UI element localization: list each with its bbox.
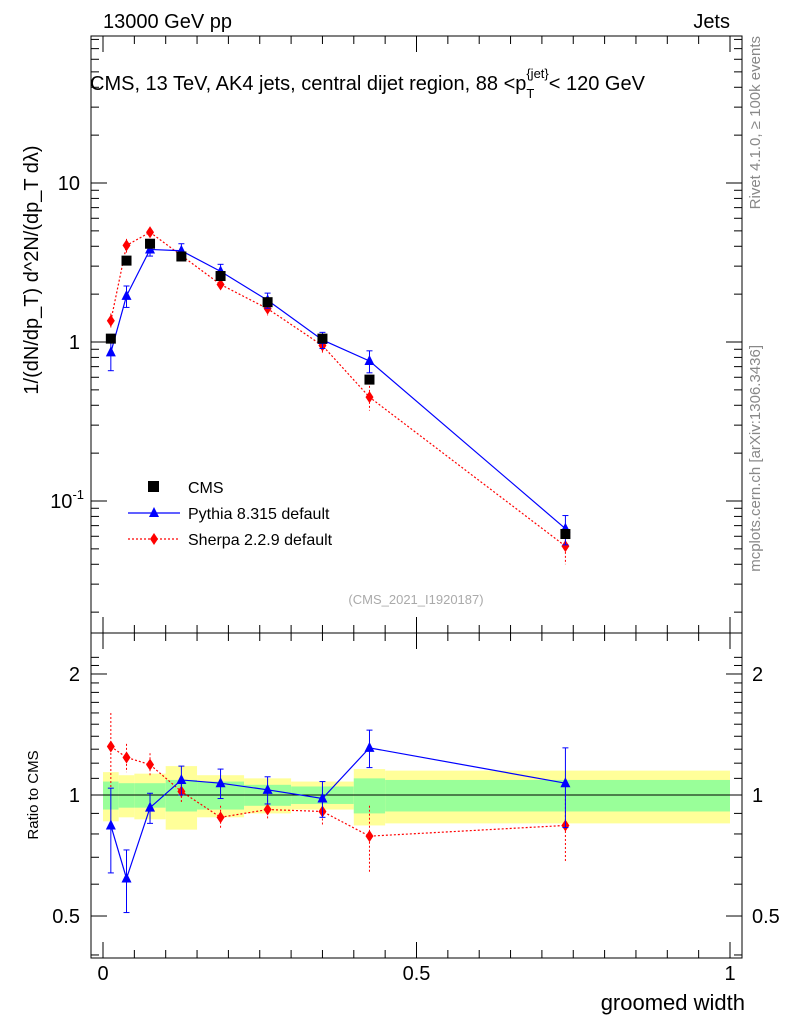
x-tick-label: 0 xyxy=(97,963,108,985)
chart-title: CMS, 13 TeV, AK4 jets, central dijet reg… xyxy=(90,66,646,101)
mcplots-label: mcplots.cern.ch [arXiv:1306.3436] xyxy=(747,345,764,572)
watermark: (CMS_2021_I1920187) xyxy=(348,592,483,607)
ratio-band-inner xyxy=(385,779,730,812)
y-tick-label: 10-1 xyxy=(50,487,84,513)
rivet-label: Rivet 4.1.0, ≥ 100k events xyxy=(747,36,764,209)
ratio-y-tick-label: 2 xyxy=(69,664,80,686)
ratio-pythia-point xyxy=(364,741,375,752)
legend-label: CMS xyxy=(188,480,224,497)
legend-pythia-marker xyxy=(149,507,159,517)
ratio-pythia-point xyxy=(145,801,156,812)
y-tick-label: 10 xyxy=(58,173,80,195)
legend-sherpa-marker xyxy=(150,533,158,545)
x-axis-label: groomed width xyxy=(601,990,745,1015)
sherpa-point xyxy=(122,239,131,252)
ratio-sherpa-point xyxy=(106,740,115,753)
y-tick-label: 1 xyxy=(69,332,80,354)
ratio-pythia-point xyxy=(215,777,226,788)
pythia-line xyxy=(110,248,566,530)
ratio-pythia-point xyxy=(121,872,132,883)
cms-point xyxy=(121,255,132,266)
legend-label: Pythia 8.315 default xyxy=(188,506,330,523)
cms-point xyxy=(317,333,328,344)
ratio-y-tick-label: 1 xyxy=(69,785,80,807)
sherpa-line xyxy=(110,231,566,547)
x-tick-label: 0.5 xyxy=(403,963,431,985)
cms-point xyxy=(105,333,116,344)
ratio-pythia-point xyxy=(560,777,571,788)
ratio-y-axis-label: Ratio to CMS xyxy=(25,750,42,839)
pythia-point xyxy=(364,354,375,365)
sherpa-point xyxy=(146,226,155,239)
cms-point xyxy=(176,251,187,262)
ratio-sherpa-point xyxy=(146,758,155,771)
sherpa-point xyxy=(106,314,115,327)
legend-label: Sherpa 2.2.9 default xyxy=(188,532,333,549)
ratio-pythia-point xyxy=(317,792,328,803)
pythia-point xyxy=(121,289,132,300)
sherpa-point xyxy=(365,391,374,404)
header-right: Jets xyxy=(693,11,730,33)
main-panel: 10-1 1 10 CMS, 13 TeV, AK4 jets, central d… xyxy=(21,35,743,634)
ratio-y-tick-label: 0.5 xyxy=(52,906,80,928)
ratio-y-tick-label-right: 2 xyxy=(752,664,763,686)
ratio-panel: 0.5 0.5 1 1 2 2 0 0.5 1 Ratio to CMS groomed wid… xyxy=(25,632,780,1015)
ratio-pythia-point xyxy=(176,773,187,784)
ratio-pythia-point xyxy=(105,819,116,830)
ratio-pythia-point xyxy=(262,783,273,794)
pythia-point xyxy=(105,346,116,357)
legend: CMS Pythia 8.315 default Sherpa 2.2.9 defa… xyxy=(128,480,333,549)
y-axis-label: 1/(dN/dp_T) d^2N/(dp_T dλ) xyxy=(21,145,43,394)
cms-point xyxy=(215,271,226,282)
cms-point xyxy=(560,529,571,540)
legend-cms-marker xyxy=(148,481,159,492)
x-tick-label: 1 xyxy=(724,963,735,985)
ratio-sherpa-point xyxy=(263,803,272,816)
cms-point xyxy=(262,297,273,308)
ratio-sherpa-point xyxy=(365,830,374,843)
ratio-y-tick-label-right: 0.5 xyxy=(752,906,780,928)
cms-point xyxy=(145,238,156,249)
header-left: 13000 GeV pp xyxy=(103,11,232,33)
svg-text:1/(dN/dp_T) d^2N/(dp_T dλ): 1/(dN/dp_T) d^2N/(dp_T dλ) xyxy=(21,145,43,394)
sherpa-point xyxy=(561,540,570,553)
ratio-sherpa-point xyxy=(122,751,131,764)
ratio-sherpa-line xyxy=(110,746,566,837)
cms-point xyxy=(364,374,375,385)
ratio-band-inner xyxy=(353,778,386,814)
ratio-sherpa-point xyxy=(216,811,225,824)
ratio-y-tick-label-right: 1 xyxy=(752,785,763,807)
sherpa-point xyxy=(216,278,225,291)
